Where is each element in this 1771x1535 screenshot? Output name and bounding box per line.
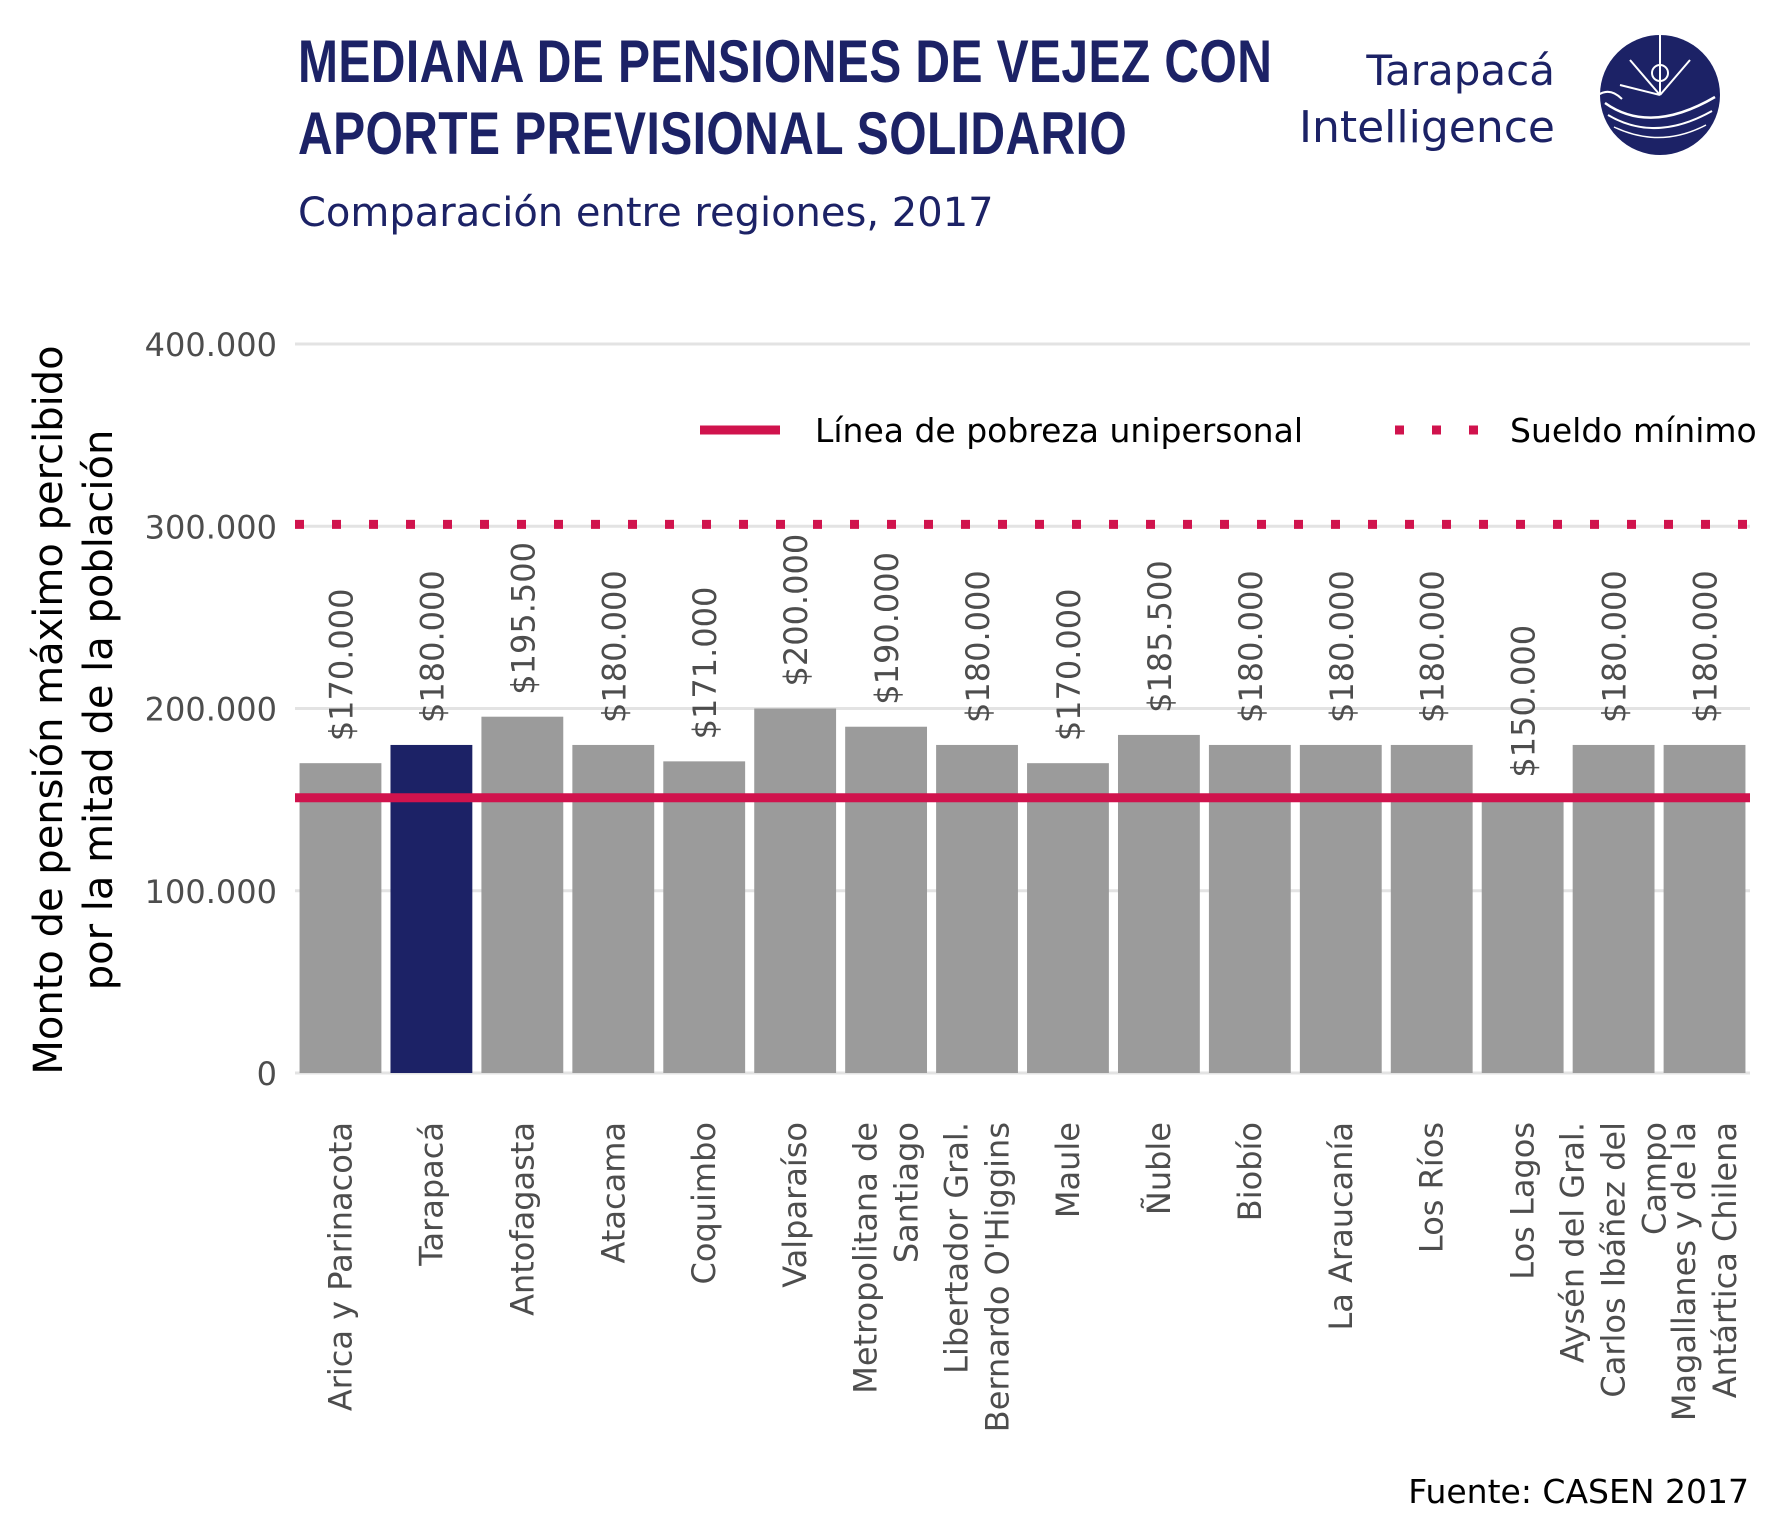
logo-emblem-icon [1597, 35, 1720, 155]
x-tick-label-line: Coquimbo [685, 1122, 723, 1284]
bar [1481, 799, 1564, 1073]
bar-value-label: $180.000 [1414, 570, 1452, 723]
x-tick-label-line: Campo [1636, 1122, 1674, 1235]
x-tick-label: Magallanes y de laAntártica Chilena [1665, 1122, 1744, 1421]
bar-value-label: $195.500 [504, 542, 542, 695]
logo-text-line-1: Tarapacá [1366, 46, 1555, 95]
bar [754, 708, 837, 1073]
bar-value-label: $180.000 [413, 570, 451, 723]
legend-label-minimum-wage: Sueldo mínimo [1510, 411, 1757, 450]
bar [663, 761, 746, 1073]
bar-value-label: $170.000 [322, 588, 360, 741]
x-tick-label: Tarapacá [412, 1122, 450, 1267]
x-tick-label: Antofagasta [503, 1122, 541, 1316]
bar [299, 763, 382, 1073]
y-tick-label: 300.000 [145, 508, 277, 546]
x-tick-label-line: Biobío [1231, 1122, 1269, 1221]
x-tick-label-line: Santiago [888, 1122, 926, 1263]
x-tick-label-line: Tarapacá [412, 1122, 450, 1267]
x-tick-label: Maule [1049, 1122, 1087, 1218]
x-tick-label-line: Metropolitana de [847, 1122, 885, 1394]
x-tick-label: Coquimbo [685, 1122, 723, 1284]
bar-value-label: $171.000 [686, 587, 724, 740]
y-tick-label: 400.000 [145, 326, 277, 364]
bar-value-label: $190.000 [868, 552, 906, 705]
bar-value-label: $180.000 [1323, 570, 1361, 723]
y-tick-label: 100.000 [145, 873, 277, 911]
brand-logo: Tarapacá Intelligence [1290, 20, 1760, 170]
y-tick-label: 0 [257, 1055, 277, 1093]
bar-value-label: $180.000 [1596, 570, 1634, 723]
x-tick-label: Ñuble [1140, 1122, 1178, 1215]
x-tick-label-line: Bernardo O'Higgins [979, 1122, 1017, 1432]
x-tick-label: Libertador Gral.Bernardo O'Higgins [938, 1122, 1017, 1432]
x-tick-label: Valparaíso [776, 1122, 814, 1288]
chart-subtitle: Comparación entre regiones, 2017 [298, 190, 994, 236]
bar [1027, 763, 1109, 1073]
x-tick-label: Arica y Parinacota [321, 1122, 359, 1411]
chart-title-line-2: APORTE PREVISIONAL SOLIDARIO [298, 100, 1128, 167]
bar-value-label: $150.000 [1505, 625, 1543, 778]
x-tick-label: Biobío [1231, 1122, 1269, 1221]
bar [845, 726, 928, 1073]
bar [1117, 734, 1200, 1073]
x-tick-label-line: Atacama [594, 1122, 632, 1263]
bar [481, 716, 564, 1073]
bar-value-label: $180.000 [1232, 570, 1270, 723]
x-tick-label-line: Los Lagos [1504, 1122, 1542, 1280]
x-tick-label: Los Ríos [1413, 1122, 1451, 1253]
x-tick-label: Aysén del Gral.Carlos Ibáñez delCampo [1554, 1122, 1674, 1398]
bar-value-label: $180.000 [1687, 570, 1725, 723]
bar-value-label: $180.000 [959, 570, 997, 723]
x-tick-label: Atacama [594, 1122, 632, 1263]
x-tick-label: La Araucanía [1322, 1122, 1360, 1331]
bar-value-label: $200.000 [777, 534, 815, 687]
y-axis-title-line: por la mitad de la población [76, 430, 122, 991]
x-tick-label-line: La Araucanía [1322, 1122, 1360, 1331]
x-tick-label: Los Lagos [1504, 1122, 1542, 1280]
x-tick-label-line: Los Ríos [1413, 1122, 1451, 1253]
bar-value-label: $170.000 [1050, 588, 1088, 741]
y-tick-label: 200.000 [145, 691, 277, 729]
chart-title: MEDIANA DE PENSIONES DE VEJEZ CON APORTE… [298, 26, 1272, 170]
x-tick-label-line: Antofagasta [503, 1122, 541, 1316]
y-axis-title-line: Monto de pensión máximo percibido [26, 345, 72, 1074]
x-tick-label-line: Arica y Parinacota [321, 1122, 359, 1411]
chart-title-line-1: MEDIANA DE PENSIONES DE VEJEZ CON [298, 28, 1273, 95]
x-tick-label: Metropolitana deSantiago [847, 1122, 926, 1394]
x-tick-label-line: Magallanes y de la [1665, 1122, 1703, 1421]
x-tick-label-line: Antártica Chilena [1706, 1122, 1744, 1398]
bar-value-label: $185.500 [1141, 560, 1179, 713]
bar-value-label: $180.000 [595, 570, 633, 723]
x-tick-label-line: Maule [1049, 1122, 1087, 1218]
x-tick-label-line: Aysén del Gral. [1554, 1122, 1592, 1363]
legend-label-poverty-line: Línea de pobreza unipersonal [815, 411, 1303, 450]
source-note: Fuente: CASEN 2017 [1408, 1472, 1749, 1511]
x-tick-label-line: Libertador Gral. [938, 1122, 976, 1374]
y-axis-title: Monto de pensión máximo percibido por la … [26, 345, 122, 1074]
x-tick-label-line: Valparaíso [776, 1122, 814, 1288]
x-tick-label-line: Ñuble [1140, 1122, 1178, 1215]
logo-text-line-2: Intelligence [1298, 102, 1555, 153]
x-tick-label-line: Carlos Ibáñez del [1595, 1122, 1633, 1398]
